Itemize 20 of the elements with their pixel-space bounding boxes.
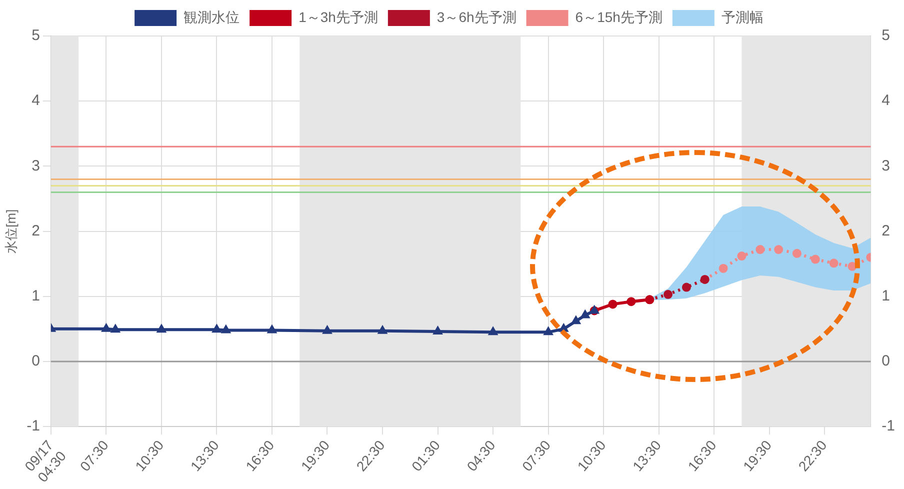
legend-label: 観測水位 xyxy=(184,8,240,25)
legend-label: 6～15h先予測 xyxy=(575,8,662,25)
legend-label: 3～6h先予測 xyxy=(436,8,516,25)
y-axis-title: 水位[m] xyxy=(3,209,18,254)
y-tick-label: 2 xyxy=(32,222,40,240)
y2-tick-label: 4 xyxy=(882,92,890,110)
y2-tick-label: 0 xyxy=(882,352,890,370)
y2-tick-label: 5 xyxy=(882,27,890,44)
y-tick-label: -1 xyxy=(26,418,40,435)
legend-label: 予測幅 xyxy=(721,8,764,25)
y-tick-label: 0 xyxy=(32,352,40,370)
y2-tick-label: -1 xyxy=(882,418,896,435)
y2-tick-label: 1 xyxy=(882,288,890,305)
legend-label: 1～3h先予測 xyxy=(298,8,378,25)
y-tick-label: 5 xyxy=(32,27,40,44)
y-tick-label: 1 xyxy=(32,288,40,305)
y2-tick-label: 3 xyxy=(882,157,890,174)
y-tick-label: 4 xyxy=(32,92,40,110)
y-tick-label: 3 xyxy=(32,157,40,174)
y2-tick-label: 2 xyxy=(882,222,890,240)
